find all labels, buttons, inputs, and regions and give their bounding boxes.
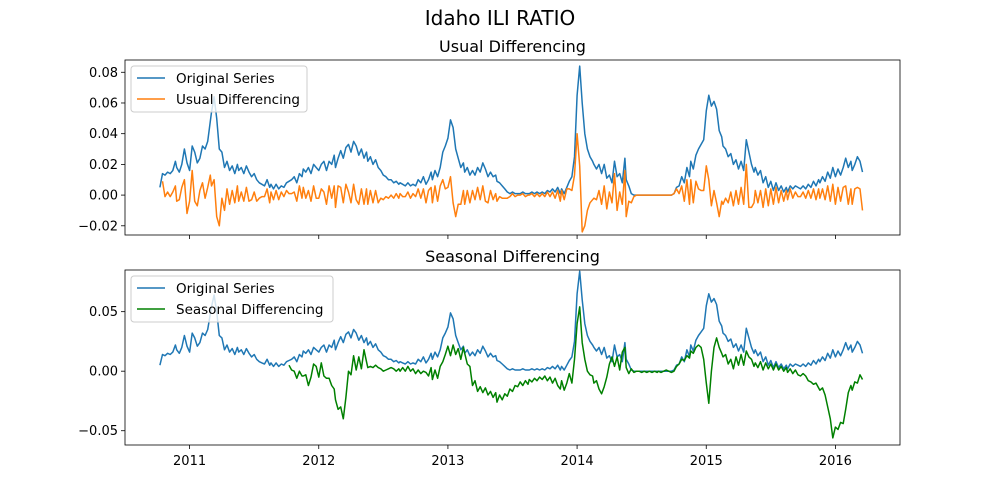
seasonal-series-seasonal-differencing <box>288 306 864 439</box>
xtick-label: 2016 <box>819 454 852 469</box>
seasonal-differencing-panel: Seasonal Differencing −0.05 0.00 0.05 2011 2… <box>78 247 901 469</box>
usual-legend-label: Usual Differencing <box>176 92 300 108</box>
xtick-label: 2015 <box>690 454 723 469</box>
xtick-label: 2012 <box>302 454 335 469</box>
panel-title-usual: Usual Differencing <box>439 37 586 56</box>
usual-series-usual-differencing <box>161 132 864 233</box>
xtick-label: 2011 <box>173 454 206 469</box>
usual-ytick-label: −0.02 <box>78 219 118 234</box>
usual-ytick-label: 0.04 <box>89 127 118 142</box>
usual-ytick-label: 0.00 <box>89 189 118 204</box>
usual-ytick-label: 0.06 <box>89 96 118 111</box>
seasonal-legend-label: Seasonal Differencing <box>176 302 323 318</box>
usual-differencing-panel: Usual Differencing −0.02 0.00 0.02 0.04 0.06… <box>78 37 901 239</box>
usual-axes-frame <box>124 59 901 236</box>
seasonal-ytick-label: −0.05 <box>78 424 118 439</box>
seasonal-ytick-label: 0.00 <box>89 365 118 380</box>
usual-legend-label: Original Series <box>176 71 275 87</box>
seasonal-legend-box <box>130 275 334 323</box>
seasonal-legend: Original Series Seasonal Differencing <box>130 275 334 323</box>
usual-ytick-label: 0.08 <box>89 66 118 81</box>
seasonal-ytick-label: 0.05 <box>89 305 118 320</box>
seasonal-series-original-series <box>159 270 864 372</box>
seasonal-legend-label: Original Series <box>176 281 275 297</box>
xtick-label: 2013 <box>431 454 464 469</box>
xtick-label: 2014 <box>561 454 594 469</box>
usual-series-original-series <box>159 65 864 196</box>
panel-title-seasonal: Seasonal Differencing <box>425 247 600 266</box>
seasonal-axes-frame <box>124 269 901 446</box>
usual-legend: Original Series Usual Differencing <box>130 65 308 113</box>
figure-title: Idaho ILI RATIO <box>425 6 576 30</box>
usual-legend-box <box>130 65 308 113</box>
usual-ytick-label: 0.02 <box>89 158 118 173</box>
